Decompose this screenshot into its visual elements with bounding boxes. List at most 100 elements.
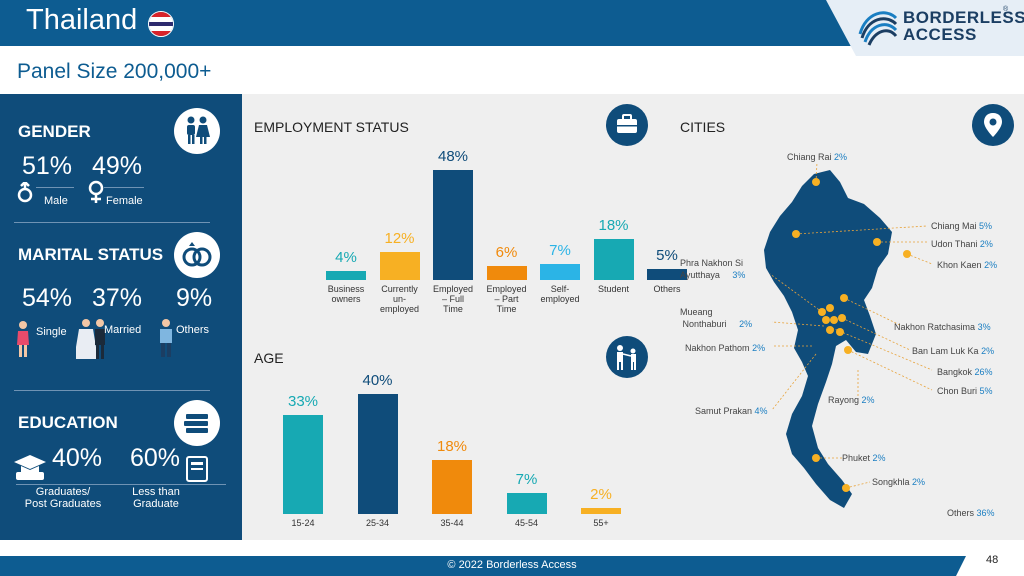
rings-icon [174, 232, 220, 278]
single-person-icon [17, 321, 29, 357]
others-marital-label: Others [176, 324, 210, 336]
page-number: 48 [986, 554, 999, 566]
marital-title: MARITAL STATUS [18, 245, 164, 264]
single-pct: 54% [22, 284, 73, 312]
city-nonthaburi: Mueang Nonthaburi 2% [680, 307, 753, 329]
less-than-graduate-label-line2: Graduate [133, 498, 179, 510]
age-title: AGE [254, 350, 284, 366]
city-khon-kaen: Khon Kaen 2% [937, 260, 998, 270]
divider [14, 390, 210, 391]
age-category-label: 55+ [593, 518, 609, 528]
age-bar-value: 40% [362, 372, 393, 389]
age-bar-value: 33% [287, 393, 319, 410]
age-category-label: 45-54 [514, 518, 539, 528]
age-bar-value: 2% [590, 486, 612, 503]
city-udon-thani: Udon Thani 2% [931, 239, 993, 249]
employment-category-label: Business owners [327, 284, 365, 304]
graduates-label-line1: Graduates/ [35, 486, 91, 498]
city-nakhon-ratchasima: Nakhon Ratchasima 3% [894, 322, 991, 332]
age-bar [506, 493, 547, 514]
copyright: © 2022 Borderless Access [447, 559, 577, 571]
employment-category-label: Student [597, 284, 630, 294]
cities-title: CITIES [680, 119, 726, 135]
male-symbol-icon [17, 182, 33, 203]
logo-tab [826, 0, 1024, 56]
logo-line1: BORDERLESS [903, 8, 1024, 27]
panel-size: Panel Size 200,000+ [17, 60, 212, 83]
graduates-label-line2: Post Graduates [24, 498, 102, 510]
age-category-label: 35-44 [440, 518, 464, 528]
employment-bar [647, 268, 687, 280]
less-than-graduate-label: Less than Graduate [122, 486, 190, 510]
employment-bar-value: 6% [495, 244, 518, 262]
male-label: Male [44, 195, 68, 207]
male-pct: 51% [22, 152, 73, 180]
family-icon [606, 336, 648, 378]
gender-icon [174, 108, 220, 154]
female-label: Female [106, 195, 143, 207]
age-bar [581, 508, 621, 514]
employment-bar-value: 4% [335, 248, 357, 266]
logo-line2: ACCESS [903, 25, 977, 44]
city-ban-lam-luk-ka: Ban Lam Luk Ka 2% [912, 346, 995, 356]
female-underline [104, 187, 144, 188]
thailand-flag-icon [148, 11, 174, 37]
female-pct: 49% [92, 152, 143, 180]
divider [14, 222, 210, 223]
employment-category-label: Self- employed [540, 284, 580, 304]
married-pct: 37% [92, 284, 143, 312]
employment-title: EMPLOYMENT STATUS [254, 119, 409, 135]
age-bar [432, 460, 472, 514]
employment-category-label: Currently un- employed [379, 284, 420, 314]
city-ayutthaya: Phra Nakhon Si Ayutthaya 3% [680, 258, 746, 280]
male-underline [36, 187, 74, 188]
city-bangkok: Bangkok 26% [937, 367, 993, 377]
briefcase-icon [606, 104, 648, 146]
employment-bar-value: 5% [656, 246, 678, 264]
city-chiang-mai: Chiang Mai 5% [931, 221, 993, 231]
employment-bar [540, 263, 580, 280]
age-bar [283, 415, 323, 514]
logo-text: BORDERLESS ACCESS [903, 9, 1024, 43]
others-marital-pct: 9% [176, 284, 213, 312]
employment-category-label: Employed – Full Time [432, 284, 474, 314]
city-chiang-rai: Chiang Rai 2% [787, 152, 848, 162]
demographics-panel: GENDER 51% 49% Male Female [0, 94, 242, 540]
city-phuket: Phuket 2% [842, 453, 886, 463]
age-category-label: 15-24 [291, 518, 315, 528]
graduate-cap-icon [14, 455, 46, 480]
graduates-label: Graduates/ Post Graduates [18, 486, 108, 510]
city-songkhla: Songkhla 2% [872, 477, 926, 487]
employment-bar [593, 238, 634, 280]
married-label: Married [104, 324, 142, 336]
charts-panel: EMPLOYMENT STATUS 4% Business owners 12% Cu… [242, 94, 1024, 540]
education-underline [16, 484, 226, 485]
age-bar-value: 7% [515, 471, 538, 488]
age-category-label: 25-34 [365, 518, 390, 528]
employment-bar [433, 169, 473, 280]
employment-bar-value: 48% [437, 147, 469, 165]
female-symbol-icon [88, 180, 104, 203]
employment-bar-value: 7% [549, 241, 571, 259]
graduates-pct: 40% [52, 444, 103, 472]
thailand-map [764, 170, 892, 508]
less-than-graduate-label-line1: Less than [132, 486, 180, 498]
others-person-icon [160, 319, 172, 357]
city-rayong: Rayong 2% [828, 395, 875, 405]
employment-bar-value: 18% [598, 216, 629, 234]
book-icon [186, 456, 208, 482]
page-title: Thailand [26, 4, 138, 36]
employment-category-label: Employed – Part Time [486, 284, 527, 314]
books-icon [174, 400, 220, 446]
city-chon-buri: Chon Buri 5% [937, 386, 993, 396]
logo-registered: ® [1003, 6, 1009, 13]
location-pin-icon [972, 104, 1014, 146]
less-than-graduate-pct: 60% [130, 444, 181, 472]
footer-bar [0, 556, 1024, 576]
employment-category-label: Others [653, 284, 681, 294]
employment-bar [326, 270, 366, 280]
city-nakhon-pathom: Nakhon Pathom 2% [685, 343, 766, 353]
single-label: Single [36, 326, 67, 338]
employment-bar [379, 252, 420, 280]
